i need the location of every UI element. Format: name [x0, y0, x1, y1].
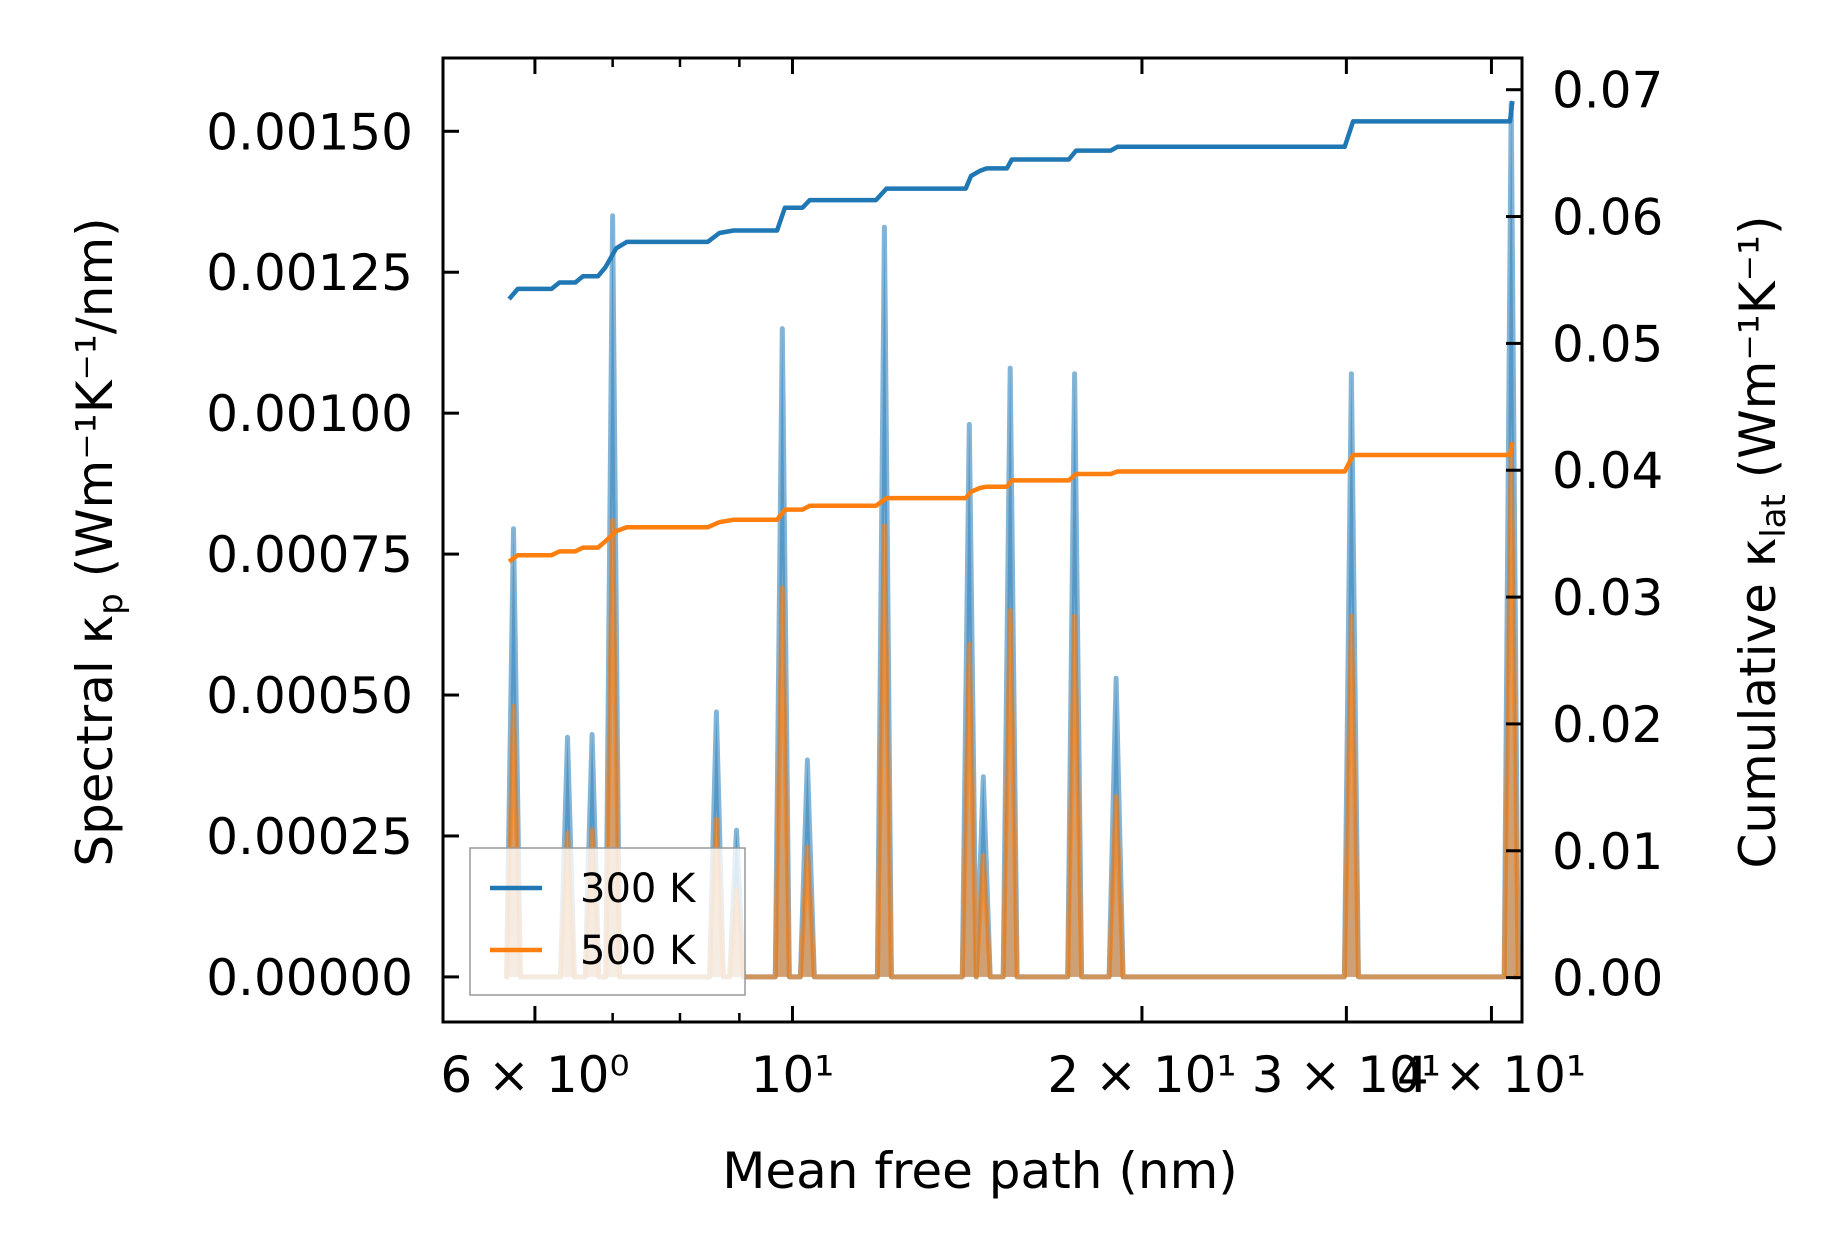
y-right-tick-label: 0.07: [1552, 62, 1663, 120]
spectral-peak-300K-14: [1351, 373, 1352, 374]
y-left-tick-label: 0.00100: [206, 385, 413, 443]
cumulative-line-500K: [507, 441, 1515, 564]
y-axis-right-label: Cumulative κlat (Wm⁻¹K⁻¹): [1729, 215, 1794, 868]
spectral-peak-300K-13: [1116, 678, 1117, 679]
y-right-tick-label: 0.05: [1552, 315, 1663, 373]
spectral-peak-500K-7: [807, 847, 808, 848]
y-left-tick-label: 0.00025: [206, 808, 413, 866]
spectral-peak-500K-6: [782, 587, 783, 588]
spectral-peak-500K-13: [1116, 796, 1117, 797]
spectral-peak-500K-2: [592, 830, 593, 831]
y-left-tick-label: 0.00150: [206, 103, 413, 161]
x-tick-label: 2 × 10¹: [1047, 1046, 1236, 1104]
spectral-peak-300K-2: [592, 734, 593, 735]
spectral-peak-500K-3: [612, 520, 613, 521]
y-axis-left-label-sub: p: [91, 593, 131, 615]
x-tick-label: 4 × 10¹: [1397, 1046, 1586, 1104]
y-left-tick-label: 0.00075: [206, 526, 413, 584]
y-right-tick-label: 0.02: [1552, 696, 1663, 754]
y-right-tick-label: 0.06: [1552, 189, 1663, 247]
y-axis-left-label-main: Spectral κ: [66, 615, 124, 867]
legend-box: [469, 847, 746, 996]
y-axis-right-label-main: Cumulative κ: [1729, 538, 1787, 869]
legend: 300 K 500 K: [469, 847, 746, 996]
y-left-tick-label: 0.00000: [206, 949, 413, 1007]
y-right-tick-label: 0.00: [1552, 950, 1663, 1008]
cumulative-line-300K: [507, 100, 1515, 301]
spectral-peak-300K-1: [567, 737, 568, 738]
x-tick-label: 10¹: [751, 1046, 835, 1104]
spectral-peak-300K-11: [1010, 368, 1011, 369]
x-axis-label: Mean free path (nm): [722, 1142, 1238, 1200]
legend-label-300K: 300 K: [580, 866, 697, 912]
spectral-peak-300K-5: [736, 830, 737, 831]
spectral-series-layer: [504, 100, 1521, 980]
legend-label-500K: 500 K: [580, 928, 697, 974]
spectral-peak-500K-12: [1074, 616, 1075, 617]
spectral-peak-500K-11: [1010, 610, 1011, 611]
spectral-peak-300K-0: [513, 528, 514, 529]
y-left-tick-label: 0.00050: [206, 667, 413, 725]
y-right-tick-label: 0.04: [1552, 442, 1663, 500]
spectral-peak-300K-9: [969, 424, 970, 425]
y-axis-right-label-sub: lat: [1754, 494, 1794, 538]
axes-frame: [441, 56, 1524, 1024]
spectral-peak-500K-14: [1351, 616, 1352, 617]
spectral-peak-300K-7: [807, 759, 808, 760]
spectral-peak-500K-4: [716, 819, 717, 820]
cumulative-series-layer: [507, 100, 1515, 564]
y-right-tick-label: 0.01: [1552, 823, 1663, 881]
spectral-peak-300K-3: [612, 215, 613, 216]
spectral-peak-300K-8: [884, 227, 885, 228]
spectral-peak-500K-0: [513, 706, 514, 707]
y-right-tick-label: 0.03: [1552, 569, 1663, 627]
spectral-peak-500K-1: [567, 833, 568, 834]
x-tick-label: 6 × 10⁰: [440, 1046, 629, 1104]
spectral-peak-300K-10: [983, 776, 984, 777]
spectral-peak-500K-8: [884, 525, 885, 526]
spectral-peak-300K-12: [1074, 373, 1075, 374]
spectral-peak-500K-9: [969, 644, 970, 645]
spectral-peak-300K-4: [716, 711, 717, 712]
spectral-peak-500K-10: [983, 855, 984, 856]
spectral-peak-300K-6: [782, 328, 783, 329]
x-tick-label: 3 × 10¹: [1252, 1046, 1441, 1104]
y-left-tick-label: 0.00125: [206, 244, 413, 302]
y-axis-left-label-rest: (Wm⁻¹K⁻¹/nm): [66, 217, 124, 593]
y-axis-left-label: Spectral κp (Wm⁻¹K⁻¹/nm): [66, 217, 131, 866]
y-axis-right-label-rest: (Wm⁻¹K⁻¹): [1729, 215, 1787, 494]
